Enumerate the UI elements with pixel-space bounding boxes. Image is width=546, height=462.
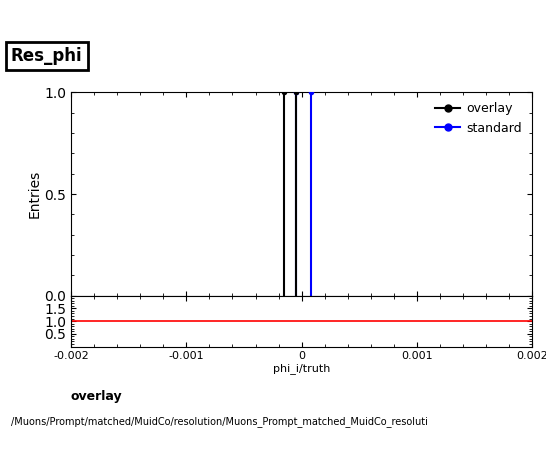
X-axis label: phi_i/truth: phi_i/truth bbox=[273, 363, 330, 374]
Text: /Muons/Prompt/matched/MuidCo/resolution/Muons_Prompt_matched_MuidCo_resoluti: /Muons/Prompt/matched/MuidCo/resolution/… bbox=[11, 416, 428, 427]
Text: overlay: overlay bbox=[71, 390, 123, 403]
Text: Res_phi: Res_phi bbox=[11, 47, 82, 65]
Y-axis label: Entries: Entries bbox=[27, 170, 41, 218]
Legend: overlay, standard: overlay, standard bbox=[432, 99, 526, 139]
